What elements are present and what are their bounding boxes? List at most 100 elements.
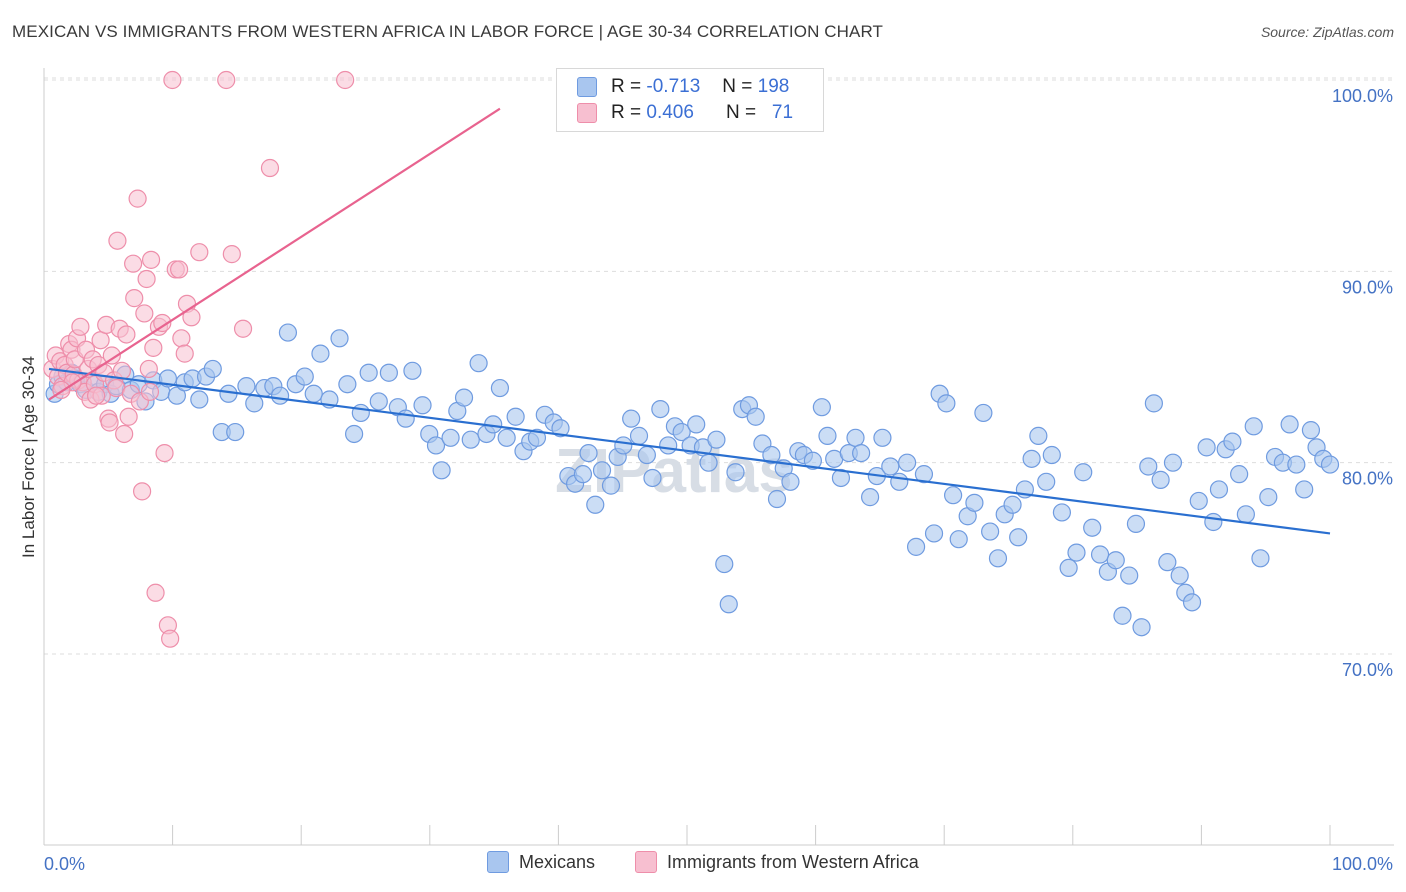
- source-credit: Source: ZipAtlas.com: [1260, 24, 1394, 40]
- point-mexicans: [672, 422, 691, 442]
- point-mexicans: [898, 453, 917, 472]
- point-mexicans: [351, 403, 370, 423]
- point-mexicans: [818, 426, 837, 445]
- point-mexicans: [586, 495, 605, 514]
- point-mexicans: [767, 489, 787, 509]
- trend-line-western-africa: [48, 107, 501, 401]
- point-mexicans: [981, 522, 1000, 541]
- point-mexicans: [1259, 488, 1278, 507]
- point-mexicans: [369, 392, 388, 411]
- point-western-africa: [137, 269, 156, 289]
- point-western-africa: [222, 245, 241, 264]
- point-mexicans: [914, 465, 934, 484]
- point-mexicans: [573, 465, 593, 484]
- point-mexicans: [1209, 480, 1229, 499]
- point-mexicans: [359, 363, 378, 382]
- point-mexicans: [651, 399, 670, 419]
- point-western-africa: [153, 313, 172, 333]
- point-mexicans: [190, 390, 209, 409]
- point-mexicans: [643, 468, 662, 488]
- point-mexicans: [974, 403, 993, 423]
- legend-swatch-pink: [577, 103, 597, 123]
- chart-title: MEXICAN VS IMMIGRANTS FROM WESTERN AFRIC…: [12, 22, 884, 41]
- y-axis-label: In Labor Force | Age 30-34: [19, 356, 38, 558]
- point-mexicans: [295, 367, 314, 386]
- point-western-africa: [102, 346, 121, 365]
- point-mexicans: [426, 436, 446, 455]
- point-mexicans: [1230, 465, 1249, 484]
- point-mexicans: [413, 396, 432, 415]
- point-mexicans: [746, 407, 765, 426]
- point-western-africa: [155, 444, 174, 463]
- point-mexicans: [237, 377, 256, 396]
- point-mexicans: [707, 430, 726, 449]
- legend-swatch-pink: [635, 851, 657, 873]
- point-mexicans: [846, 428, 865, 447]
- point-western-africa: [125, 289, 144, 308]
- point-western-africa: [217, 70, 236, 90]
- point-mexicans: [629, 426, 649, 445]
- point-mexicans: [1029, 426, 1048, 445]
- point-mexicans: [614, 436, 633, 455]
- point-mexicans: [1132, 618, 1151, 637]
- point-mexicans: [1151, 470, 1170, 489]
- point-mexicans: [245, 394, 264, 413]
- point-mexicans: [687, 415, 706, 434]
- point-mexicans: [1295, 480, 1314, 499]
- point-western-africa: [336, 70, 355, 90]
- point-mexicans: [637, 445, 656, 465]
- trend-line-mexicans: [48, 367, 1331, 535]
- point-mexicans: [1052, 503, 1072, 522]
- point-western-africa: [91, 331, 110, 350]
- series-western-africa: [43, 70, 355, 648]
- point-mexicans: [579, 444, 598, 463]
- legend-r-label: R =: [611, 102, 642, 123]
- point-mexicans: [1320, 455, 1340, 474]
- point-mexicans: [270, 386, 290, 405]
- point-mexicans: [527, 428, 547, 447]
- point-mexicans: [852, 444, 871, 463]
- point-western-africa: [71, 317, 90, 336]
- point-mexicans: [812, 398, 831, 417]
- legend-swatch-blue: [487, 851, 509, 873]
- point-mexicans: [659, 436, 678, 455]
- point-mexicans: [345, 424, 364, 444]
- point-mexicans: [379, 363, 398, 382]
- y-tick-labels: 70.0% 80.0% 90.0% 100.0%: [1332, 86, 1393, 680]
- legend-label-mexicans: Mexicans: [519, 851, 596, 872]
- bottom-legend-mexicans: Mexicans: [487, 851, 595, 873]
- point-mexicans: [403, 361, 422, 380]
- point-mexicans: [906, 537, 926, 556]
- point-mexicans: [304, 384, 323, 403]
- point-mexicans: [1083, 518, 1102, 537]
- point-mexicans: [1301, 421, 1321, 440]
- point-mexicans: [167, 386, 186, 405]
- point-mexicans: [454, 388, 474, 407]
- point-western-africa: [124, 254, 143, 273]
- point-western-africa: [144, 338, 163, 357]
- point-mexicans: [1204, 512, 1223, 532]
- point-mexicans: [432, 461, 451, 480]
- point-mexicans: [1197, 438, 1216, 457]
- point-mexicans: [330, 329, 349, 348]
- point-western-africa: [133, 482, 152, 501]
- point-mexicans: [338, 375, 357, 394]
- point-mexicans: [1287, 455, 1306, 474]
- point-mexicans: [890, 472, 909, 491]
- legend-n-value: 198: [757, 76, 790, 97]
- point-mexicans: [860, 488, 880, 507]
- point-mexicans: [762, 445, 781, 465]
- point-mexicans: [1126, 514, 1146, 533]
- point-mexicans: [1042, 445, 1061, 465]
- point-mexicans: [1074, 463, 1093, 482]
- legend-r-label: R =: [611, 76, 642, 97]
- point-western-africa: [141, 250, 161, 269]
- point-mexicans: [1037, 472, 1056, 491]
- point-mexicans: [203, 359, 222, 379]
- point-mexicans: [1090, 545, 1110, 564]
- point-western-africa: [115, 424, 134, 444]
- x-tick-marks: [43, 825, 1331, 845]
- point-western-africa: [135, 304, 154, 323]
- point-mexicans: [551, 419, 570, 438]
